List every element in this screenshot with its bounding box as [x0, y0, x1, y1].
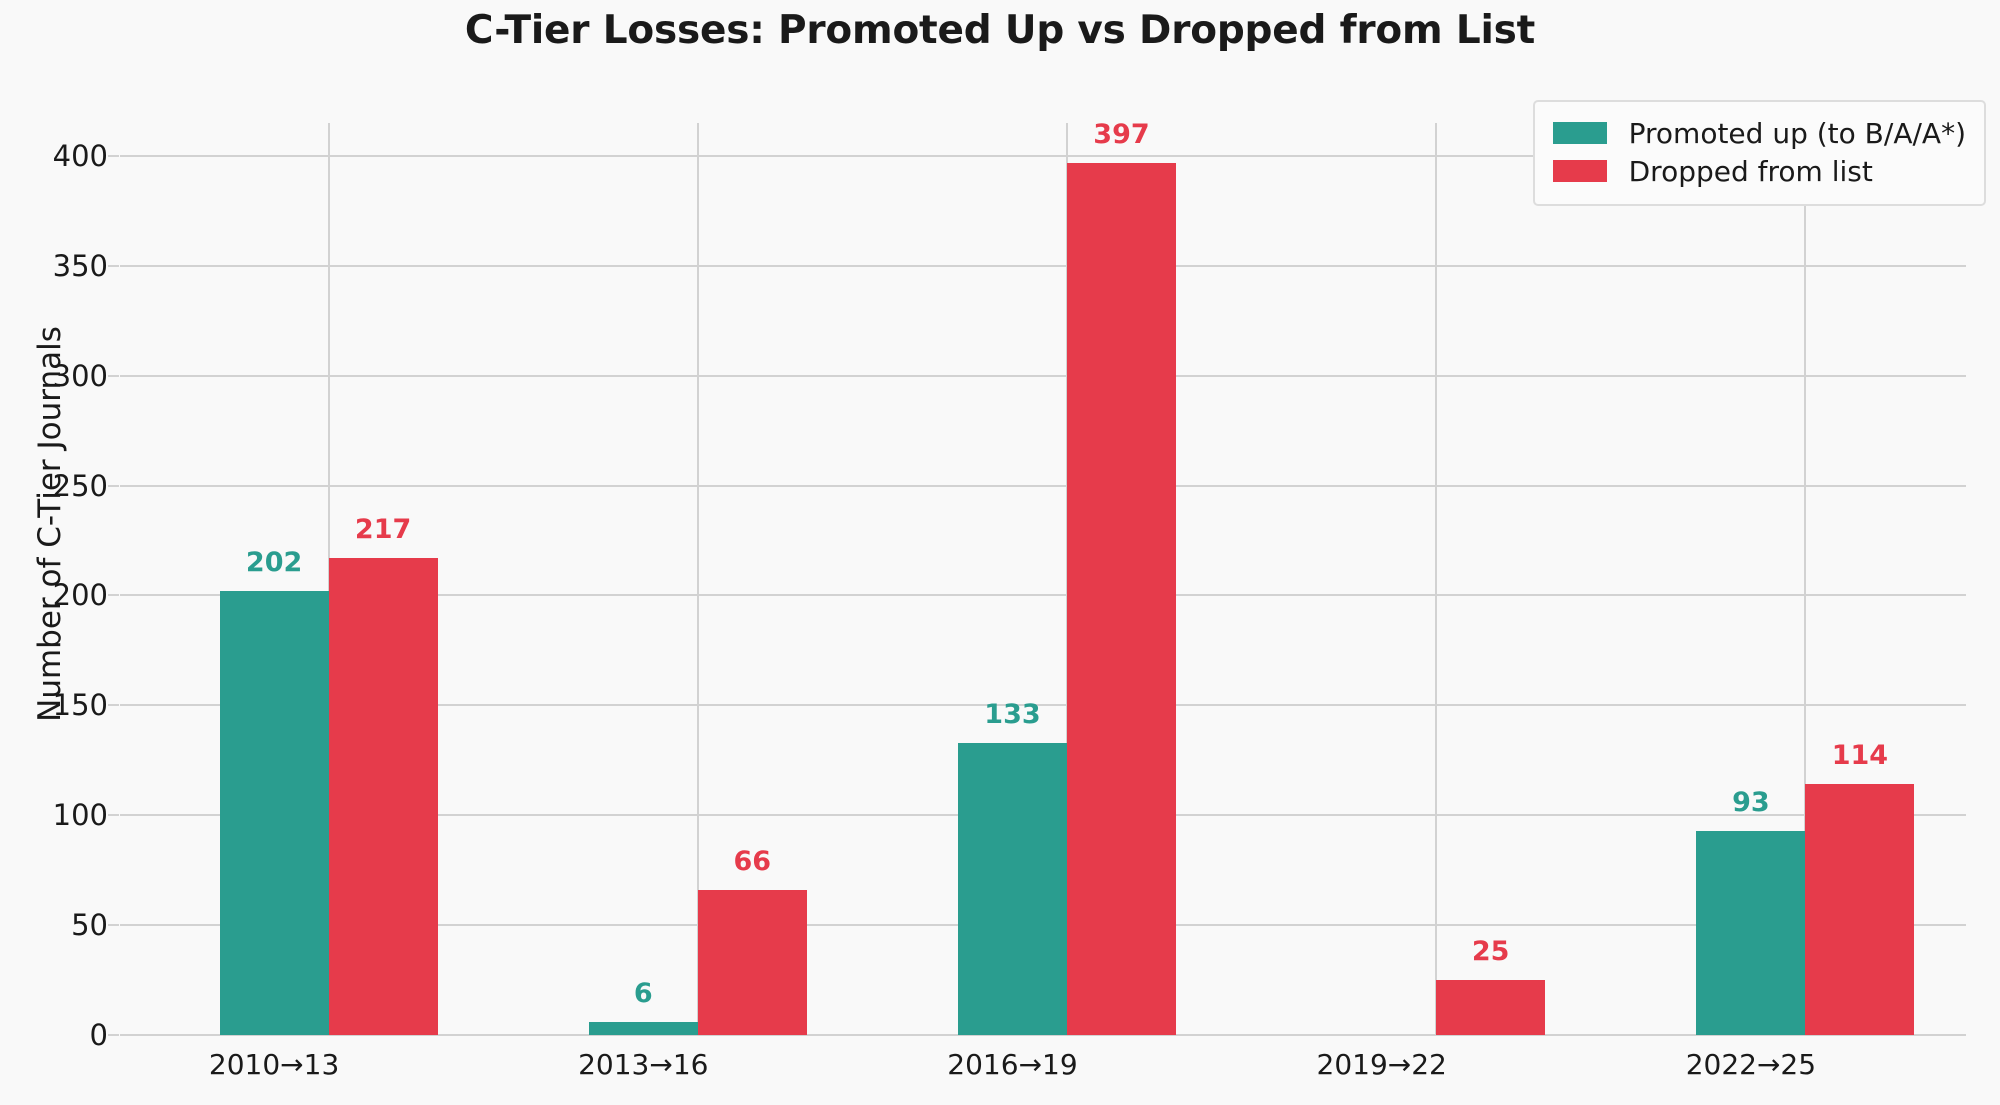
page-title: C-Tier Losses: Promoted Up vs Dropped fr… [464, 8, 1536, 53]
bar-value-label: 66 [733, 845, 772, 877]
y-axis-tick-label: 200 [52, 578, 108, 613]
bar[interactable] [1805, 784, 1915, 1035]
y-axis-tick-label: 100 [52, 798, 108, 833]
bar[interactable] [957, 742, 1067, 1035]
gridline-vertical [696, 123, 699, 1035]
bar[interactable] [1066, 162, 1176, 1035]
legend-label: Promoted up (to B/A/A*) [1628, 116, 1966, 150]
y-axis-tick-mark [108, 924, 119, 927]
y-axis-tick-labels: 0 50 100 150 200 250 300 350 400 [0, 0, 119, 1105]
bar-value-label: 6 [633, 977, 653, 1009]
bar[interactable] [1436, 980, 1546, 1035]
bar[interactable] [219, 591, 329, 1035]
plot-area: 202 217 6 66 133 397 25 93 114 [120, 119, 1966, 1036]
y-axis-tick-label: 150 [52, 688, 108, 723]
x-axis-tick-label: 2022→25 [1685, 1048, 1817, 1081]
x-axis-tick-label: 2013→16 [578, 1048, 709, 1081]
bar-value-label: 133 [984, 698, 1041, 730]
chart-legend[interactable]: Promoted up (to B/A/A*) Dropped from list [1532, 100, 1986, 206]
y-axis-tick-label: 400 [52, 138, 108, 173]
gridline-vertical [1435, 123, 1438, 1035]
legend-swatch-icon [1552, 122, 1607, 144]
y-axis-tick-mark [108, 594, 119, 597]
y-axis-tick-label: 0 [89, 1018, 108, 1052]
legend-label: Dropped from list [1628, 154, 1873, 188]
y-axis-tick-mark [108, 374, 119, 377]
bar-value-label: 93 [1732, 786, 1770, 818]
y-axis-tick-mark [108, 154, 119, 157]
gridline-horizontal [120, 484, 1966, 487]
y-axis-tick-label: 50 [71, 908, 108, 943]
y-axis-tick-mark [108, 704, 119, 707]
legend-item[interactable]: Dropped from list [1552, 152, 1966, 190]
bar-value-label: 25 [1471, 936, 1510, 968]
bar-value-label: 217 [354, 514, 412, 546]
x-axis-tick-label: 2019→22 [1316, 1048, 1447, 1081]
bar-value-label: 397 [1093, 118, 1150, 150]
legend-item[interactable]: Promoted up (to B/A/A*) [1552, 114, 1966, 152]
y-axis-tick-mark [108, 264, 119, 267]
y-axis-tick-label: 350 [52, 248, 108, 283]
gridline-horizontal [120, 704, 1966, 707]
bar[interactable] [697, 889, 807, 1035]
bar[interactable] [588, 1021, 698, 1035]
gridline-horizontal [120, 264, 1966, 267]
bar[interactable] [1696, 830, 1806, 1035]
y-axis-label: Number of C-Tier Journals [32, 326, 68, 722]
y-axis-tick-label: 300 [52, 358, 108, 393]
gridline-vertical [1804, 123, 1807, 1035]
y-axis-tick-mark [108, 1034, 119, 1036]
y-axis-tick-mark [108, 484, 119, 487]
x-axis-tick-label: 2010→13 [208, 1048, 340, 1081]
gridline-horizontal [120, 154, 1966, 157]
y-axis-tick-label: 250 [52, 468, 108, 503]
bar-value-label: 114 [1831, 740, 1889, 772]
y-axis-tick-mark [108, 814, 119, 817]
x-axis-tick-label: 2016→19 [947, 1048, 1078, 1081]
gridline-horizontal [120, 374, 1966, 377]
gridline-horizontal [120, 594, 1966, 597]
x-axis-baseline [120, 1034, 1966, 1036]
bar[interactable] [328, 558, 438, 1035]
legend-swatch-icon [1552, 160, 1607, 182]
bar-value-label: 202 [245, 547, 303, 579]
